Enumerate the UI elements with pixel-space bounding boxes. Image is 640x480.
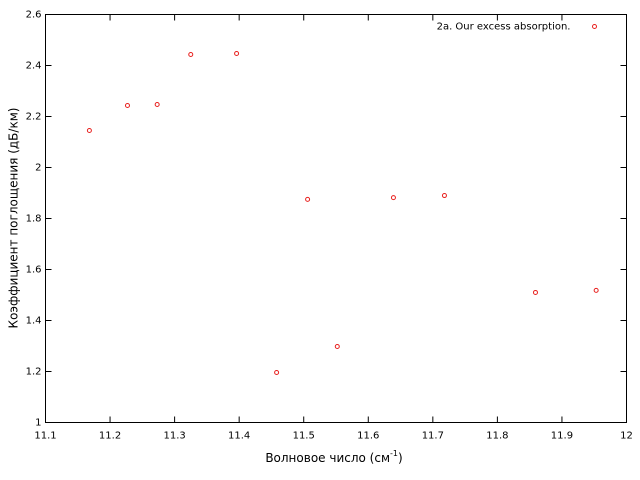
x-axis-label: Волновое число (см-1) bbox=[265, 449, 402, 465]
point bbox=[188, 52, 194, 58]
point bbox=[154, 102, 160, 108]
y-tick-label: 1.2 bbox=[26, 367, 42, 378]
y-tick-label: 1.8 bbox=[26, 214, 42, 225]
x-tick-label: 11.2 bbox=[99, 431, 121, 442]
x-tick-label: 11.5 bbox=[293, 431, 315, 442]
x-axis-label-sup: -1 bbox=[390, 449, 398, 458]
point bbox=[390, 195, 396, 201]
point bbox=[86, 128, 92, 134]
plot-border bbox=[45, 14, 627, 423]
y-tick-label: 2.2 bbox=[26, 112, 42, 123]
point bbox=[532, 289, 538, 295]
y-axis-label: Коэффициент поглощения (дБ/км) bbox=[7, 108, 21, 329]
x-tick-label: 12 bbox=[620, 431, 633, 442]
y-tick-label: 1.6 bbox=[26, 265, 42, 276]
legend-label: 2a. Our excess absorption. bbox=[437, 22, 571, 33]
y-tick-label: 2 bbox=[35, 163, 41, 174]
x-tick-label: 11.7 bbox=[422, 431, 444, 442]
x-tick-label: 11.4 bbox=[228, 431, 250, 442]
x-axis-label-end: ) bbox=[398, 451, 403, 465]
point bbox=[124, 103, 130, 109]
x-tick-label: 11.6 bbox=[357, 431, 379, 442]
y-tick-label: 2.4 bbox=[26, 61, 42, 72]
legend-marker bbox=[592, 24, 597, 29]
point bbox=[234, 51, 240, 57]
x-tick-label: 11.9 bbox=[551, 431, 573, 442]
y-tick-label: 1.4 bbox=[26, 316, 42, 327]
x-tick-label: 11.1 bbox=[34, 431, 56, 442]
point bbox=[441, 193, 447, 199]
y-tick-label: 1 bbox=[35, 418, 41, 429]
x-axis-label-main: Волновое число (см bbox=[265, 451, 390, 465]
x-tick-label: 11.3 bbox=[163, 431, 185, 442]
x-tick-label: 11.8 bbox=[486, 431, 508, 442]
point bbox=[593, 287, 599, 293]
y-tick-label: 2.6 bbox=[26, 10, 42, 21]
point bbox=[274, 370, 280, 376]
point bbox=[305, 196, 311, 202]
point bbox=[334, 344, 340, 350]
